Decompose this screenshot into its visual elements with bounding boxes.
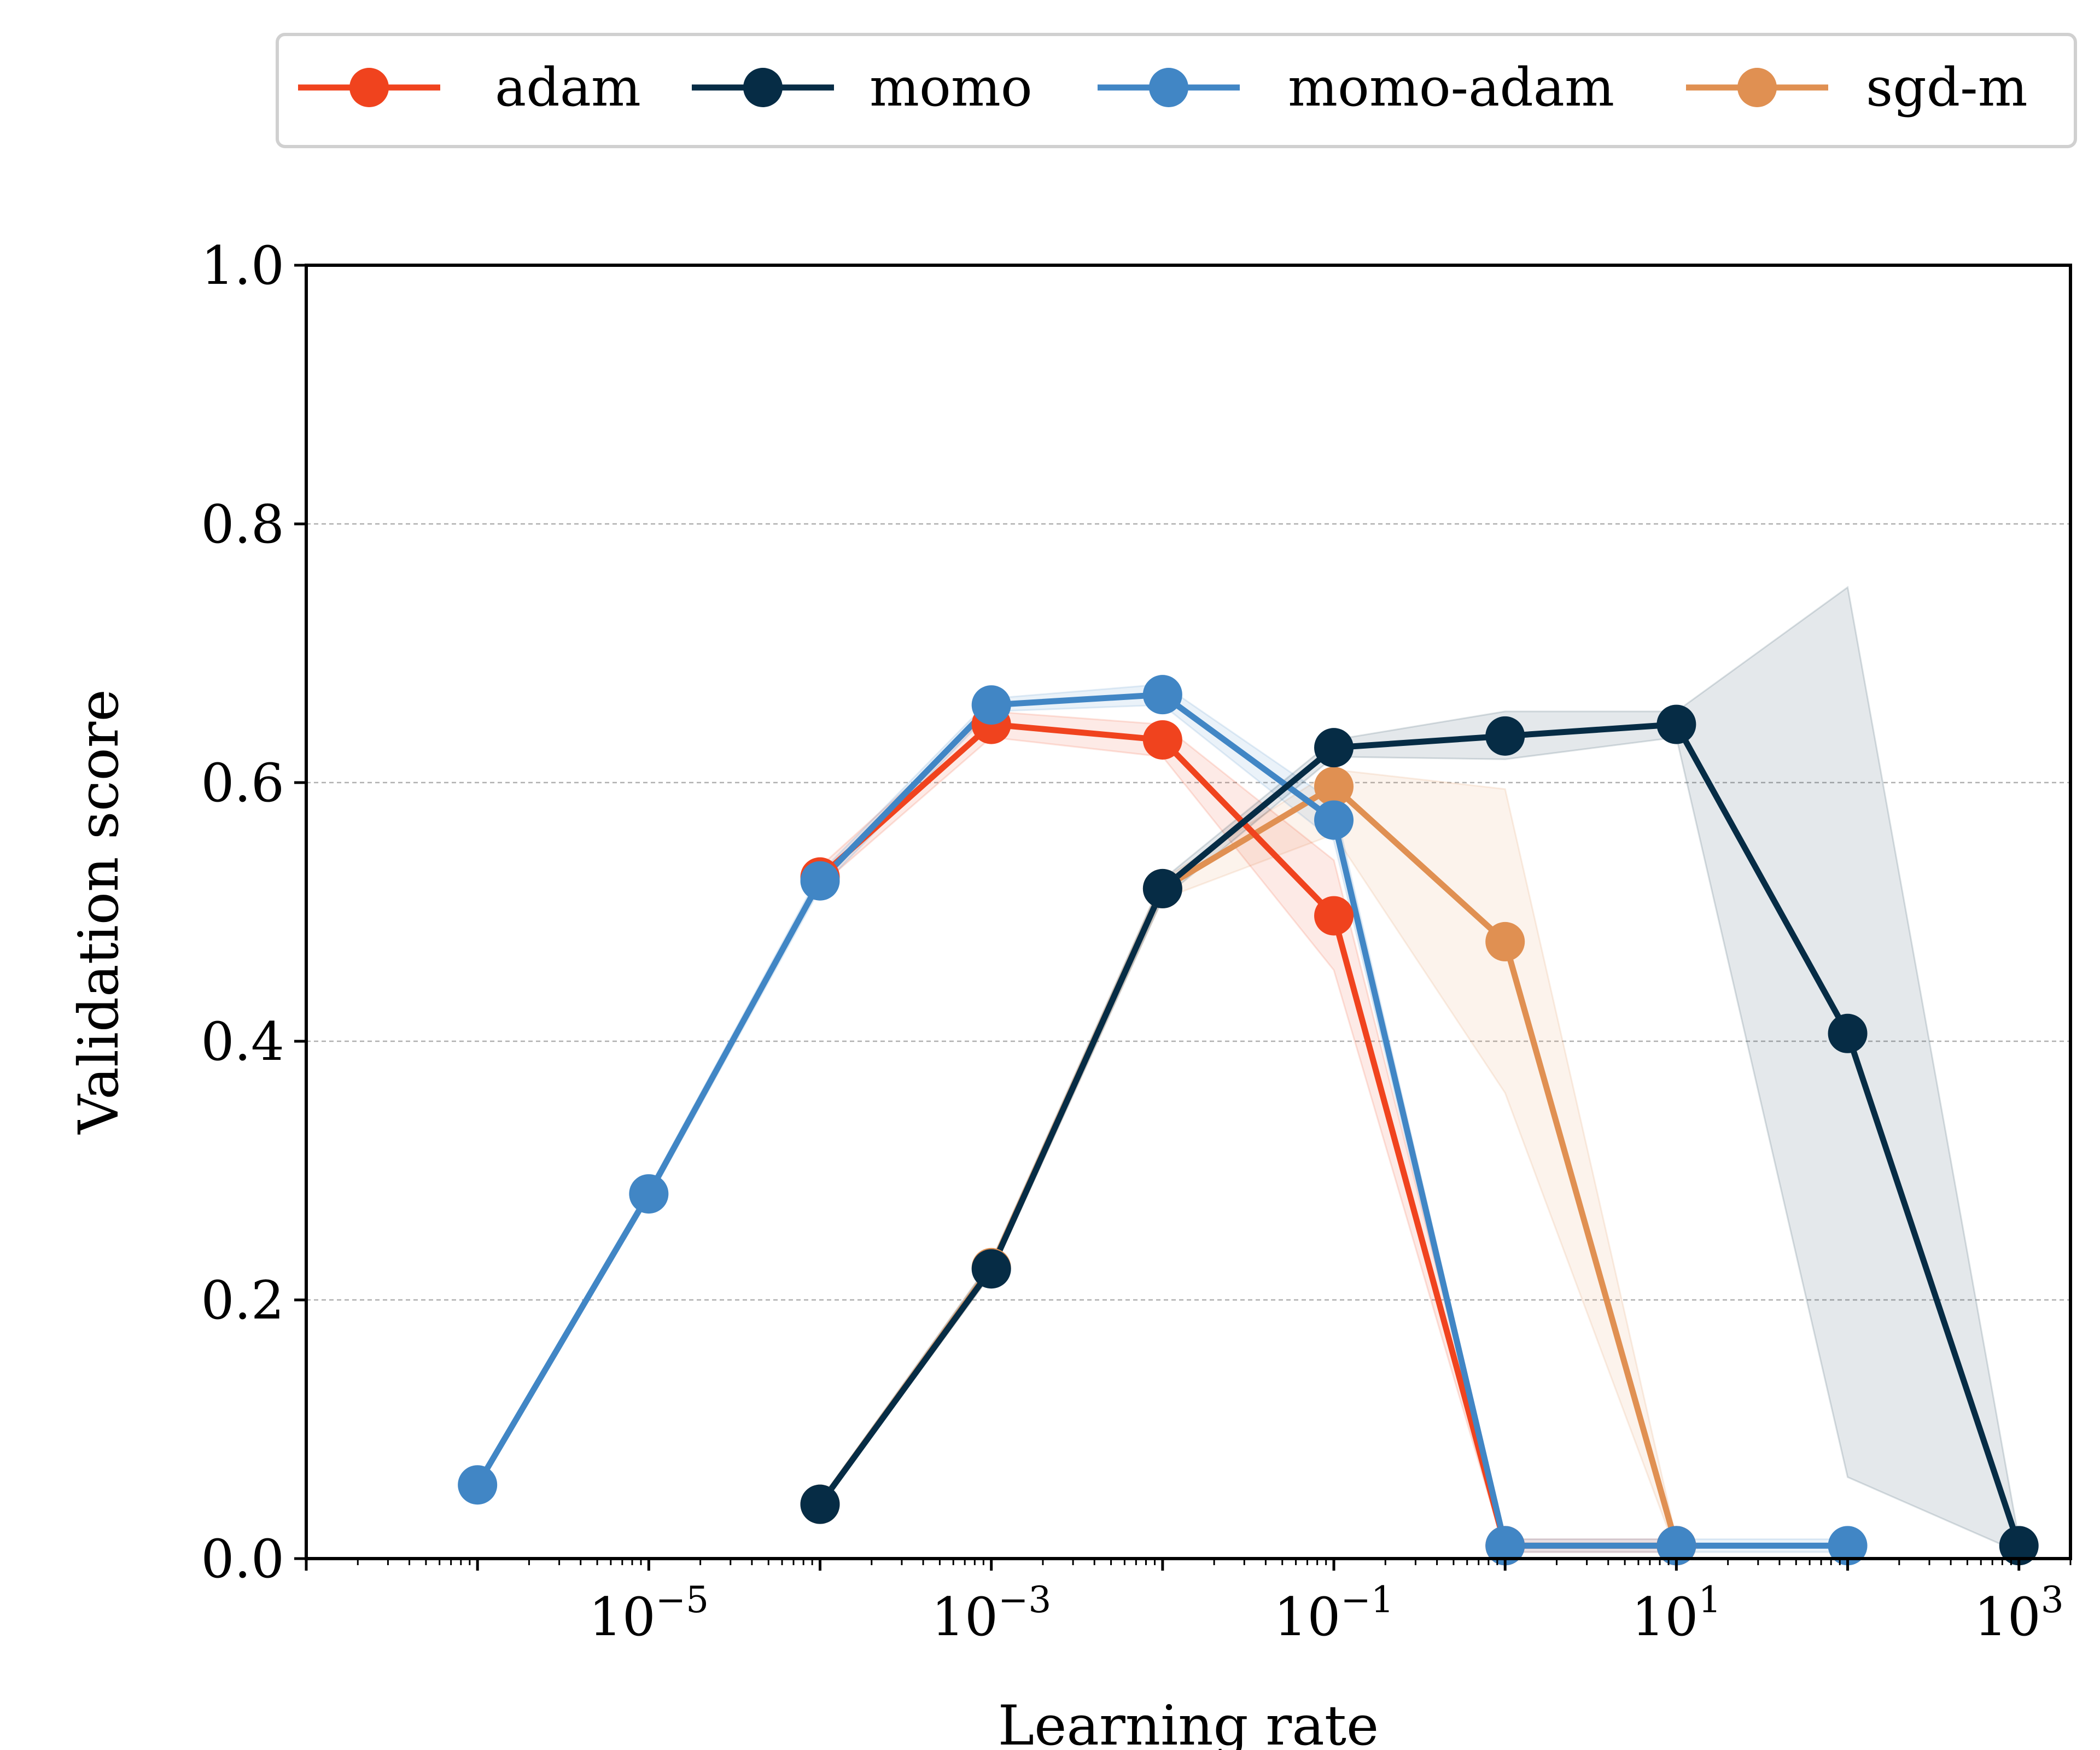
plot-frame [305, 264, 2072, 1560]
legend-momo-label: momo [870, 57, 1032, 118]
momo-adam-point [971, 685, 1011, 725]
y-axis-title: Validation score [67, 689, 131, 1134]
momo-adam-point [1828, 1526, 1868, 1566]
legend-sgd-m-marker [1737, 68, 1777, 107]
y-tick-label: 0.0 [201, 1529, 284, 1590]
legend-adam-label: adam [495, 57, 641, 118]
y-tick-label: 0.4 [201, 1011, 284, 1072]
x-axis-title: Learning rate [998, 1694, 1379, 1750]
series-lines [475, 691, 2022, 1549]
x-tick-exponent: −1 [1340, 1579, 1393, 1621]
legend-momo-adam-label: momo-adam [1288, 57, 1614, 118]
x-tick-exponent: 1 [1698, 1579, 1721, 1621]
x-tick-base: 10 [1274, 1586, 1340, 1648]
y-tick-label: 1.0 [201, 235, 284, 296]
x-tick-exponent: 3 [2041, 1579, 2064, 1621]
grid-lines [306, 523, 2070, 1301]
momo-line [818, 721, 2022, 1547]
x-tick-label: 10−1 [1274, 1579, 1393, 1648]
momo-adam-point [1656, 1526, 1696, 1566]
momo-point [1485, 716, 1525, 756]
momo-point [1314, 728, 1354, 768]
x-tick-exponent: −5 [656, 1579, 709, 1621]
x-tick-base: 10 [931, 1586, 998, 1648]
adam-point [1314, 896, 1354, 936]
momo-point [1142, 868, 1182, 908]
y-tick-label: 0.6 [201, 752, 284, 814]
sgd-m-point [1314, 767, 1354, 807]
momo-point [1656, 704, 1696, 744]
momo-point [1828, 1013, 1868, 1053]
x-tick-base: 10 [1974, 1586, 2041, 1648]
momo-adam-point [1142, 675, 1182, 715]
x-tick-label: 103 [1974, 1579, 2064, 1648]
momo-point [1999, 1526, 2039, 1566]
momo-adam-point [1314, 800, 1354, 840]
legend-sgd-m-label: sgd-m [1866, 57, 2028, 118]
legend-momo-marker [743, 68, 783, 107]
momo-adam-point [629, 1174, 669, 1214]
sgd-m-band [819, 768, 1677, 1553]
momo-adam-point [458, 1465, 498, 1505]
series-points [458, 675, 2039, 1566]
momo-point [800, 1484, 840, 1524]
legend-adam-marker [349, 68, 389, 107]
confidence-bands [476, 586, 2020, 1554]
momo-point [971, 1249, 1011, 1289]
x-tick-label: 101 [1631, 1579, 1721, 1648]
sgd-m-point [1485, 921, 1525, 961]
x-tick-label: 10−3 [931, 1579, 1051, 1648]
x-tick-base: 10 [1631, 1586, 1698, 1648]
y-tick-label: 0.8 [201, 494, 284, 555]
legend-momo-adam-marker [1149, 68, 1188, 107]
y-tick-label: 0.2 [201, 1270, 284, 1331]
x-tick-label: 10−5 [589, 1579, 709, 1648]
legend: adam momo momo-adam sgd-m [276, 33, 2077, 148]
x-axis: 10−5 10−3 10−1 101 103 [305, 1559, 2072, 1648]
x-tick-base: 10 [589, 1586, 656, 1648]
momo-adam-point [1485, 1526, 1525, 1566]
y-axis: 0.0 0.2 0.4 0.6 0.8 1.0 [201, 235, 306, 1590]
momo-adam-point [800, 861, 840, 901]
x-tick-exponent: −3 [998, 1579, 1051, 1621]
adam-point [1142, 720, 1182, 760]
